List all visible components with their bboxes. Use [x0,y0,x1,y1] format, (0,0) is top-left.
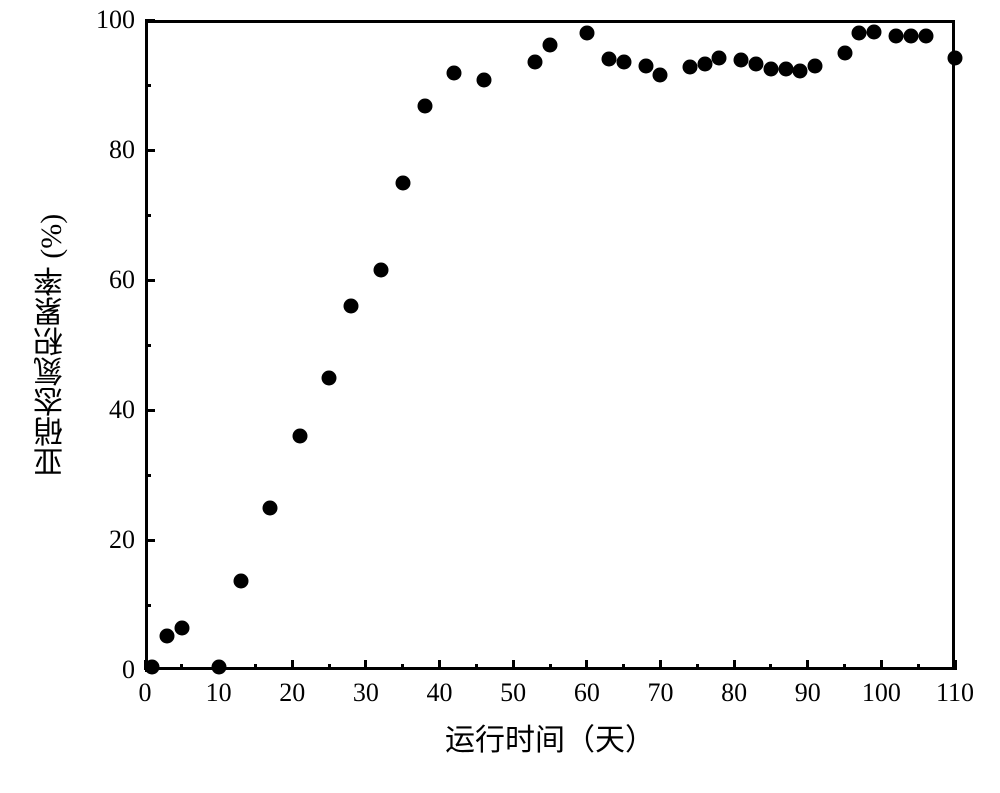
x-minor-tick [549,664,552,670]
x-tick [954,660,957,670]
data-point [263,500,278,515]
data-point [417,98,432,113]
x-tick-label: 100 [862,678,901,708]
data-point [322,370,337,385]
x-tick-label: 10 [206,678,232,708]
x-tick-label: 60 [574,678,600,708]
x-tick [438,660,441,670]
data-point [889,29,904,44]
x-minor-tick [401,664,404,670]
x-tick [806,660,809,670]
data-point [948,50,963,65]
y-minor-tick [145,474,151,477]
axis-right [952,20,955,670]
data-point [174,620,189,635]
y-tick [145,149,155,152]
x-tick [659,660,662,670]
y-axis-title: 亚硝态氮积累率 (%) [30,214,74,476]
data-point [682,59,697,74]
y-tick-label: 20 [90,525,135,555]
x-tick-label: 30 [353,678,379,708]
data-point [528,55,543,70]
data-point [447,66,462,81]
data-point [476,72,491,87]
data-point [543,37,558,52]
y-minor-tick [145,214,151,217]
data-point [808,58,823,73]
y-tick [145,279,155,282]
data-point [837,45,852,60]
x-tick [512,660,515,670]
scatter-chart: 0 10 20 30 40 50 60 70 80 90 100 110 运行时间（天） 0 20 40 60 8… [0,0,1000,793]
x-tick-label: 50 [500,678,526,708]
x-tick-label: 80 [721,678,747,708]
y-tick [145,539,155,542]
data-point [145,659,160,674]
data-point [918,29,933,44]
x-tick [585,660,588,670]
x-minor-tick [769,664,772,670]
x-minor-tick [328,664,331,670]
y-tick [145,409,155,412]
x-tick [733,660,736,670]
data-point [373,263,388,278]
y-tick-label: 80 [90,135,135,165]
x-tick-label: 110 [936,678,974,708]
data-point [160,628,175,643]
y-tick-label: 60 [90,265,135,295]
data-point [697,57,712,72]
data-point [867,24,882,39]
data-point [233,573,248,588]
x-minor-tick [843,664,846,670]
x-tick-label: 90 [795,678,821,708]
y-minor-tick [145,84,151,87]
data-point [763,61,778,76]
data-point [344,299,359,314]
x-minor-tick [696,664,699,670]
data-point [579,26,594,41]
data-point [653,68,668,83]
data-point [601,52,616,67]
data-point [292,429,307,444]
data-point [778,61,793,76]
data-point [616,54,631,69]
x-minor-tick [622,664,625,670]
x-tick-label: 0 [139,678,152,708]
y-minor-tick [145,604,151,607]
x-tick-label: 70 [647,678,673,708]
x-tick [364,660,367,670]
x-tick-label: 40 [427,678,453,708]
x-minor-tick [180,664,183,670]
x-axis-title: 运行时间（天） [445,715,655,759]
data-point [903,29,918,44]
x-tick [880,660,883,670]
x-minor-tick [475,664,478,670]
data-point [793,63,808,78]
data-point [211,659,226,674]
y-tick-label: 100 [90,5,135,35]
x-tick [291,660,294,670]
y-tick-label: 0 [90,655,135,685]
data-point [638,58,653,73]
y-tick-label: 40 [90,395,135,425]
y-tick [145,19,155,22]
x-tick-label: 20 [279,678,305,708]
data-point [712,50,727,65]
x-minor-tick [254,664,257,670]
data-point [852,26,867,41]
x-minor-tick [917,664,920,670]
data-point [749,57,764,72]
plot-area [145,20,955,670]
data-point [395,175,410,190]
data-point [734,53,749,68]
axis-top [145,20,955,23]
y-minor-tick [145,344,151,347]
